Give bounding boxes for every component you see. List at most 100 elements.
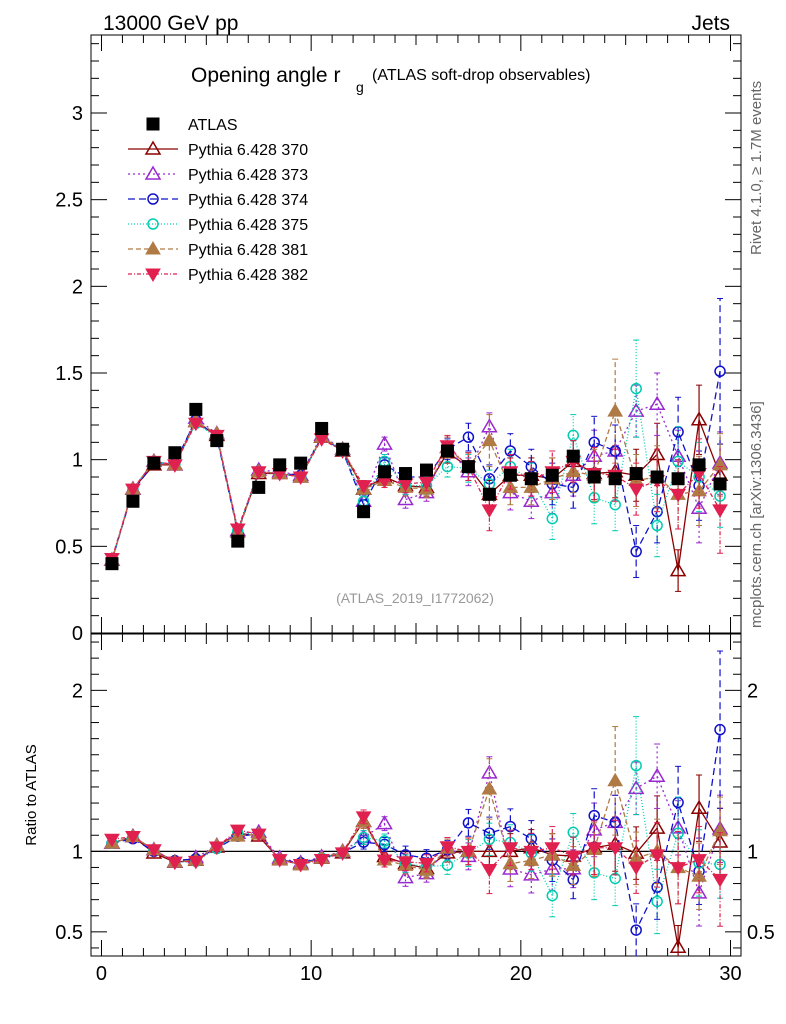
series-5-ratio-point <box>355 811 372 825</box>
series-5-point <box>292 471 309 485</box>
series-5-ratio-point <box>229 824 246 839</box>
series-1-point <box>397 491 414 506</box>
series-5-ratio-point <box>418 857 435 872</box>
ratio-y-tick-label-right: 2 <box>747 680 758 702</box>
series-5-point <box>355 480 372 494</box>
series-5-ratio-point <box>439 841 456 855</box>
series-5-ratio-point <box>712 873 728 888</box>
series-5-ratio-point <box>523 845 540 860</box>
series-0-ratio-point <box>669 938 687 953</box>
series-2-ratio-point <box>357 836 370 848</box>
series-1-ratio-point <box>397 869 414 884</box>
plot-title-extra: (ATLAS soft-drop observables) <box>372 67 590 84</box>
legend-label-4: Pythia 6.428 381 <box>188 242 308 259</box>
series-3-ratio-point <box>357 831 370 844</box>
atlas-data-point <box>357 505 371 519</box>
series-5-ratio-point <box>292 858 309 873</box>
series-5-point <box>167 459 183 473</box>
series-4-ratio-point <box>481 780 498 795</box>
atlas-data-point <box>692 458 706 472</box>
series-5-ratio-point <box>481 863 498 878</box>
legend-label-5: Pythia 6.428 382 <box>188 267 308 284</box>
atlas-data-point <box>189 402 203 416</box>
ratio-series-layer <box>103 650 729 956</box>
main-y-tick-label: 2.5 <box>55 190 83 212</box>
plot-title: Opening angle r <box>191 64 340 87</box>
legend-atlas-marker <box>146 117 160 131</box>
series-2-ratio-point <box>462 817 475 829</box>
main-y-tick-label: 0 <box>72 623 83 645</box>
atlas-data-point <box>461 460 475 474</box>
series-2-ratio-point <box>630 924 642 936</box>
series-5-ratio-point <box>397 856 414 870</box>
series-3-ratio-point <box>630 759 642 772</box>
series-5-ratio-point <box>187 855 204 870</box>
atlas-data-point <box>566 449 580 463</box>
series-5-ratio-point <box>208 841 225 855</box>
series-5-ratio-point <box>460 845 477 860</box>
main-y-tick-label: 2 <box>72 276 83 298</box>
atlas-data-point <box>210 434 224 448</box>
series-3-point <box>441 460 454 473</box>
series-4-point <box>481 432 498 447</box>
x-tick-label: 0 <box>96 963 107 985</box>
atlas-data-point <box>315 421 329 435</box>
series-5-ratio-point <box>607 842 624 856</box>
legend-marker-3 <box>147 218 159 230</box>
series-3-ratio-point <box>378 835 391 847</box>
series-2-ratio-point <box>378 838 391 851</box>
legend-marker-4 <box>145 241 161 255</box>
series-5-point <box>418 476 435 491</box>
atlas-data-point <box>378 465 392 479</box>
ratio-y-tick-label: 2 <box>72 680 83 702</box>
atlas-data-point <box>503 468 517 482</box>
series-4-point <box>607 403 624 417</box>
series-5-point <box>250 466 267 480</box>
atlas-data-point <box>545 468 559 482</box>
atlas-data-point <box>252 480 266 494</box>
series-5-ratio-point <box>565 850 582 865</box>
series-1-point <box>648 395 666 410</box>
plot-title-subscript: g <box>356 79 364 95</box>
atlas-data-point <box>608 472 622 486</box>
series-5-ratio-point <box>376 854 393 868</box>
series-5-ratio-point <box>104 833 120 848</box>
series-5-ratio-point <box>691 854 707 868</box>
process-label: Jets <box>691 12 730 35</box>
series-5-point <box>628 483 645 498</box>
series-5-ratio-point <box>250 828 267 843</box>
ratio-plot-frame <box>90 633 742 957</box>
series-1-point <box>523 492 540 508</box>
series-1-ratio-point <box>376 815 393 830</box>
series-5-ratio-point <box>628 861 645 876</box>
atlas-data-point <box>650 470 664 484</box>
series-5-point <box>229 523 246 537</box>
series-3-line <box>111 388 721 561</box>
series-5-point <box>712 504 728 518</box>
atlas-data-point <box>294 456 308 470</box>
series-0-line <box>111 419 721 571</box>
series-5-ratio-point <box>586 842 603 856</box>
series-1-point <box>376 435 393 450</box>
series-3-ratio-line <box>111 765 721 902</box>
atlas-data-point <box>587 470 601 484</box>
legend-label-0: Pythia 6.428 370 <box>188 142 308 159</box>
ratio-y-tick-label-right: 0.5 <box>747 922 775 944</box>
series-5-point <box>125 483 141 498</box>
plot-title-main: Opening angle r <box>191 64 340 87</box>
atlas-data-point <box>168 446 182 460</box>
series-5-ratio-point <box>502 842 519 856</box>
series-0-point <box>669 562 687 577</box>
series-2-ratio-line <box>111 729 721 933</box>
series-5-point <box>670 488 686 503</box>
legend-label-1: Pythia 6.428 373 <box>188 167 308 184</box>
ratio-y-tick-label: 0.5 <box>55 922 83 944</box>
series-3-ratio-point <box>483 833 496 846</box>
series-3-point <box>651 519 663 532</box>
series-5-ratio-point <box>334 847 351 861</box>
series-5-point <box>187 417 204 432</box>
atlas-data-point <box>231 534 245 548</box>
legend-marker-0 <box>144 140 162 155</box>
series-3-point <box>546 512 559 525</box>
